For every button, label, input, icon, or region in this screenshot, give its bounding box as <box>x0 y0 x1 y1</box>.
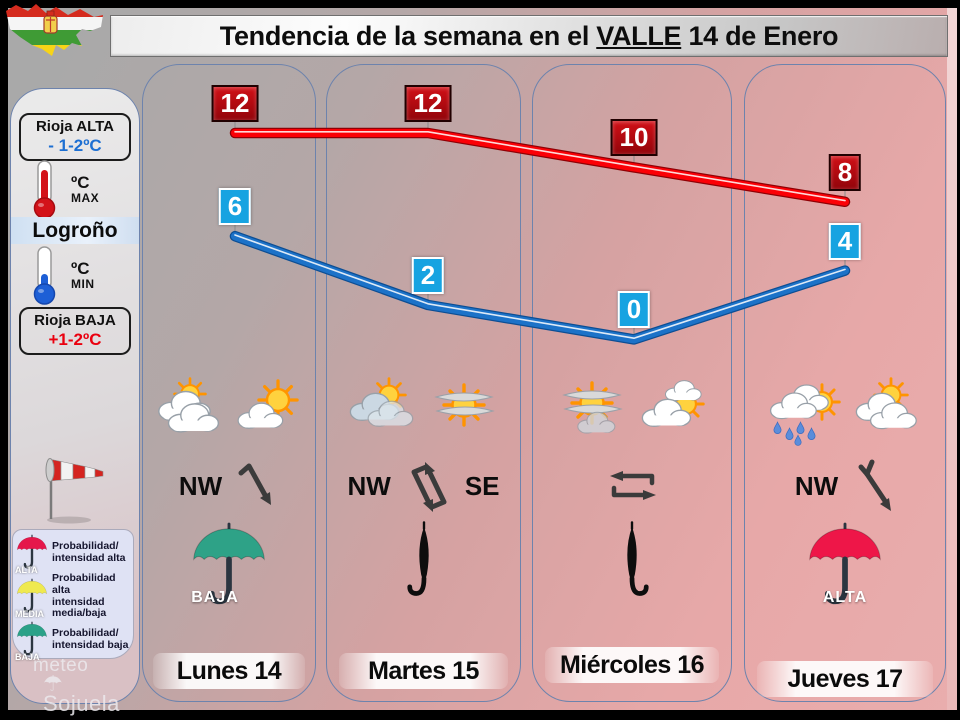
precip-tag: ALTA <box>822 589 868 606</box>
wind-row <box>533 455 731 517</box>
station-band: Logroño <box>11 217 139 244</box>
station-name: Logroño <box>32 218 118 242</box>
sun-behind-clouds-icon <box>855 377 917 430</box>
day-name: Martes 15 <box>368 656 479 685</box>
day-label-band: Jueves 17 <box>757 661 933 697</box>
day-label-band: Miércoles 16 <box>544 647 720 683</box>
legend-text: Probabilidad/ intensidad alta <box>52 540 126 564</box>
max-temp-value: 12 <box>404 85 452 122</box>
sun-with-cloud-icon <box>237 379 299 429</box>
precipitation-row <box>533 521 731 661</box>
precipitation-legend: ALTA Probabilidad/ intensidad alta MEDIA… <box>12 529 134 662</box>
weather-icons-row <box>327 377 520 439</box>
legend-tag: MEDIA <box>15 608 44 619</box>
min-temp-value: 0 <box>617 291 651 329</box>
rioja-alta-label: Rioja ALTA <box>35 118 115 136</box>
day-name: Miércoles 16 <box>559 650 705 679</box>
max-thermometer-row: ºC MAX <box>25 160 131 219</box>
min-temp-value: 4 <box>828 222 862 260</box>
precip-tag: BAJA <box>191 589 239 606</box>
day-column-miercoles: Miércoles 16 <box>532 64 732 702</box>
legend-tag: ALTA <box>15 565 38 575</box>
min-thermometer-row: ºC MIN <box>25 246 131 305</box>
legend-text: Probabilidad/ intensidad baja <box>52 627 129 651</box>
day-column-jueves: NW ALTA Jueves 17 <box>744 64 946 702</box>
legend-tag: BAJA <box>15 652 40 662</box>
legend-item-baja: BAJA Probabilidad/ intensidad baja <box>15 621 131 662</box>
wind-arrows-nw-se-icon <box>411 462 447 512</box>
wind-direction-label: NW <box>347 470 391 501</box>
closed-umbrella-icon <box>405 521 443 609</box>
day-label-band: Lunes 14 <box>153 653 305 689</box>
wind-direction-label: NW <box>178 470 223 501</box>
hazy-sun-cloud-icon <box>349 377 413 427</box>
rioja-baja-label: Rioja BAJA <box>34 312 116 330</box>
rioja-alta-anomaly-box: Rioja ALTA - 1-2ºC <box>19 113 131 161</box>
wind-variable-cycle-icon <box>610 471 656 500</box>
rioja-baja-value: +1-2ºC <box>48 329 102 349</box>
wind-direction-label: SE <box>464 470 500 501</box>
day-column-martes: NW SE Martes 15 <box>326 64 521 702</box>
red-umbrella-icon: ALTA <box>15 534 49 575</box>
weather-icons-row <box>143 377 315 439</box>
min-temp-value: 2 <box>411 257 445 294</box>
wind-arrow-se-forked-icon <box>858 459 892 511</box>
windsock-icon <box>45 458 104 524</box>
legend-text: Probabilidad alta intensidad media/baja <box>52 572 116 620</box>
coat-of-arms <box>43 10 58 34</box>
precipitation-row: BAJA <box>143 521 315 661</box>
legend-sidebar: Rioja ALTA - 1-2ºC ºC MAX Logroño <box>10 88 140 714</box>
precipitation-row <box>327 521 520 661</box>
wind-row: NW <box>143 455 315 517</box>
rain-shower-sun-icon <box>769 383 841 446</box>
day-name: Jueves 17 <box>787 664 903 693</box>
background-gradient <box>8 8 952 710</box>
right-edge-strip <box>947 8 957 710</box>
title-highlight: VALLE <box>596 20 682 51</box>
weather-icons-row <box>745 377 945 447</box>
sun-with-fog-bands-icon <box>434 383 494 427</box>
min-unit-label: ºC <box>71 258 90 278</box>
la-rioja-flag-map <box>6 4 103 56</box>
wind-row: NW <box>745 455 945 517</box>
max-thermometer-icon <box>33 160 56 219</box>
precipitation-row: ALTA <box>745 521 945 661</box>
rioja-baja-anomaly-box: Rioja BAJA +1-2ºC <box>19 307 131 355</box>
day-label-band: Martes 15 <box>338 653 509 689</box>
min-thermometer-icon <box>33 246 56 305</box>
sun-behind-clouds-icon <box>158 377 220 433</box>
title-bar: Tendencia de la semana en el VALLE 14 de… <box>110 15 948 57</box>
legend-item-alta: ALTA Probabilidad/ intensidad alta <box>15 534 131 575</box>
max-temp-value: 8 <box>828 153 862 191</box>
max-label: MAX <box>71 190 100 205</box>
min-label: MIN <box>71 276 95 291</box>
wind-row: NW SE <box>327 455 520 517</box>
wind-arrow-se-icon <box>238 463 272 505</box>
yellow-umbrella-icon: MEDIA <box>15 578 49 619</box>
min-temp-value: 6 <box>218 188 252 226</box>
clouds-with-sun-icon <box>641 380 705 428</box>
green-umbrella-icon: BAJA <box>15 621 49 662</box>
max-temp-value: 12 <box>211 85 259 122</box>
day-column-lunes: NW BAJA Lunes 14 <box>142 64 316 702</box>
max-unit-label: ºC <box>71 172 90 192</box>
closed-umbrella-icon <box>613 521 651 609</box>
max-temp-value: 10 <box>610 119 658 157</box>
meteosojuela-watermark: meteo ☂Sojuela <box>33 655 120 716</box>
rioja-alta-value: - 1-2ºC <box>48 135 102 155</box>
sun-with-fog-bands-icon <box>563 381 622 434</box>
weather-icons-row <box>533 377 731 439</box>
wind-direction-label: NW <box>794 470 839 501</box>
day-name: Lunes 14 <box>176 656 282 685</box>
legend-item-media: MEDIA Probabilidad alta intensidad media… <box>15 572 131 620</box>
page-title: Tendencia de la semana en el VALLE 14 de… <box>219 20 839 51</box>
